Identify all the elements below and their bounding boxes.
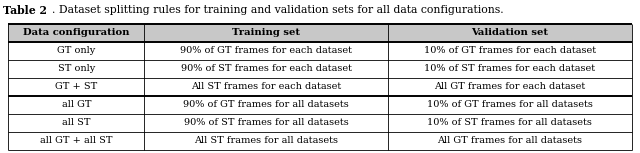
Text: All GT frames for each dataset: All GT frames for each dataset	[434, 82, 586, 91]
Bar	[8, 24, 632, 42]
Text: Table 2: Table 2	[3, 5, 47, 16]
Text: All ST frames for all datasets: All ST frames for all datasets	[194, 136, 338, 145]
Text: 10% of ST frames for each dataset: 10% of ST frames for each dataset	[424, 64, 595, 73]
Bar	[8, 42, 632, 60]
Text: 10% of GT frames for all datasets: 10% of GT frames for all datasets	[427, 100, 593, 109]
Text: Training set: Training set	[232, 28, 300, 37]
Text: Validation set: Validation set	[471, 28, 548, 37]
Bar	[8, 60, 632, 78]
Text: ST only: ST only	[58, 64, 95, 73]
Text: Data configuration: Data configuration	[23, 28, 129, 37]
Bar	[8, 96, 632, 114]
Text: all ST: all ST	[62, 118, 90, 127]
Text: . Dataset splitting rules for training and validation sets for all data configur: . Dataset splitting rules for training a…	[52, 5, 504, 15]
Text: all GT: all GT	[61, 100, 91, 109]
Text: 90% of ST frames for each dataset: 90% of ST frames for each dataset	[180, 64, 351, 73]
Bar	[8, 132, 632, 150]
Text: 90% of ST frames for all datasets: 90% of ST frames for all datasets	[184, 118, 348, 127]
Text: GT + ST: GT + ST	[55, 82, 97, 91]
Bar	[8, 78, 632, 96]
Text: All ST frames for each dataset: All ST frames for each dataset	[191, 82, 341, 91]
Text: all GT + all ST: all GT + all ST	[40, 136, 113, 145]
Text: 90% of GT frames for each dataset: 90% of GT frames for each dataset	[180, 46, 352, 55]
Text: 90% of GT frames for all datasets: 90% of GT frames for all datasets	[183, 100, 349, 109]
Bar	[8, 114, 632, 132]
Text: 10% of GT frames for each dataset: 10% of GT frames for each dataset	[424, 46, 596, 55]
Text: 10% of ST frames for all datasets: 10% of ST frames for all datasets	[428, 118, 592, 127]
Text: GT only: GT only	[57, 46, 95, 55]
Text: All GT frames for all datasets: All GT frames for all datasets	[437, 136, 582, 145]
